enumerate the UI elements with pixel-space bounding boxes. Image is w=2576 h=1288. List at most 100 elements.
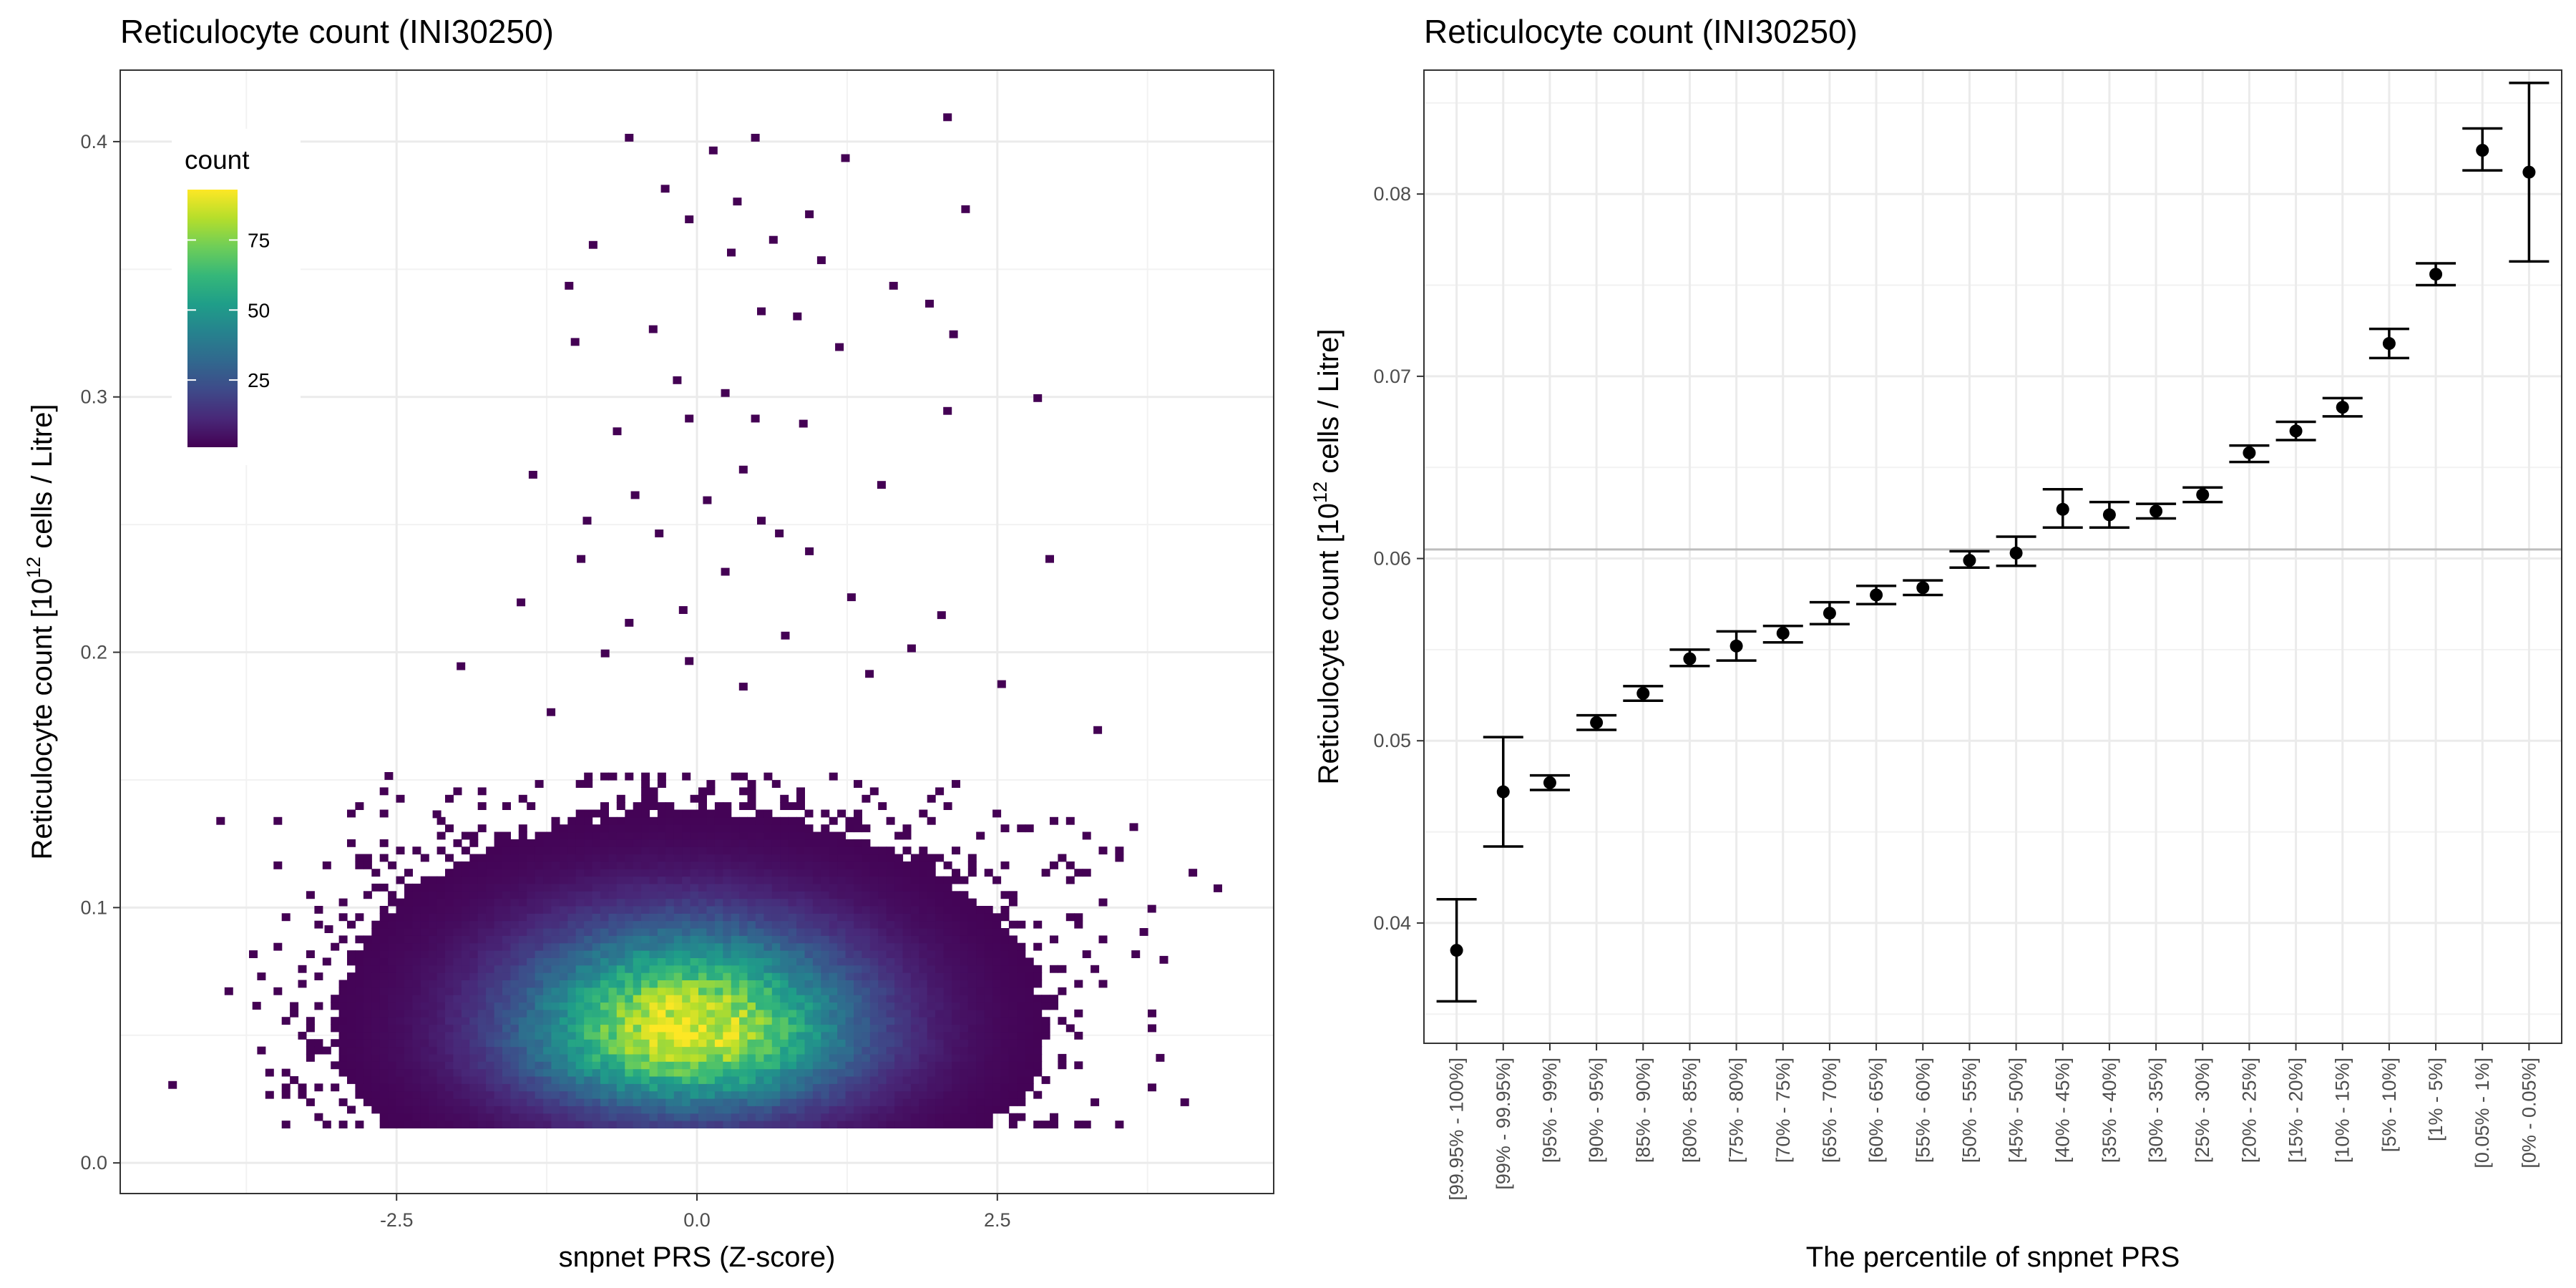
heatmap-cell [469,1113,479,1121]
heatmap-cell [984,1091,993,1099]
heatmap-cell [943,876,952,884]
heatmap-cell [690,965,699,973]
heatmap-cell [1058,1053,1067,1062]
heatmap-cell [429,1083,438,1092]
heatmap-cell [567,1068,577,1077]
heatmap-cell [363,1009,372,1018]
heatmap-cell [1148,1083,1156,1092]
heatmap-cell [821,1009,830,1018]
heatmap-cell [551,1002,560,1010]
heatmap-cell [952,1024,960,1033]
right-x-tick-label: [40% - 45%] [2052,1058,2074,1163]
right-x-tick-label: [85% - 90%] [1632,1058,1654,1163]
heatmap-cell [943,802,952,810]
heatmap-cell [535,942,544,951]
heatmap-cell [436,1098,446,1106]
heatmap-cell [682,957,691,966]
heatmap-cell [625,1076,634,1084]
heatmap-cell [420,1091,429,1099]
heatmap-cell [698,928,707,936]
heatmap-cell [837,1031,847,1040]
heatmap-cell [862,957,871,966]
heatmap-cell [771,1076,781,1084]
heatmap-cell [854,1061,862,1070]
heatmap-cell [649,898,658,907]
heatmap-cell [641,1002,650,1010]
heatmap-cell [723,831,732,840]
heatmap-cell [837,1076,847,1084]
heatmap-cell [854,891,862,899]
heatmap-cell [821,920,830,929]
heatmap-cell [706,972,716,980]
heatmap-cell [731,928,740,936]
heatmap-cell [453,891,462,899]
heatmap-cell [510,1039,519,1048]
heatmap-cell [854,809,862,818]
heatmap-cell [355,1068,364,1077]
heatmap-cell [698,1017,707,1025]
heatmap-cell [502,869,511,877]
heatmap-cell [592,1061,601,1070]
heatmap-cell [943,995,952,1003]
heatmap-cell [371,1076,381,1084]
heatmap-cell [453,987,462,995]
heatmap-cell [967,965,977,973]
heatmap-cell [967,1068,977,1077]
heatmap-cell [976,1121,985,1128]
heatmap-cell [796,839,805,847]
heatmap-cell [429,876,438,884]
heatmap-cell [543,876,552,884]
heatmap-cell [379,920,389,929]
heatmap-cell [616,913,625,922]
heatmap-cell [731,913,740,922]
heatmap-cell [445,876,454,884]
heatmap-cell [714,1039,723,1048]
heatmap-cell [919,883,928,892]
heatmap-cell [477,1039,487,1048]
heatmap-cell [657,883,666,892]
heatmap-cell [404,1083,413,1092]
heatmap-cell [894,1061,904,1070]
heatmap-cell [412,1068,421,1077]
heatmap-cell [281,913,291,922]
heatmap-cell [812,1039,821,1048]
heatmap-cell [976,1017,985,1025]
heatmap-cell [886,1053,895,1062]
heatmap-cell [804,920,814,929]
heatmap-cell [567,913,577,922]
heatmap-cell [976,1098,985,1106]
heatmap-cell [771,869,781,877]
heatmap-cell [388,913,397,922]
heatmap-cell [404,957,413,966]
heatmap-cell [363,861,372,869]
heatmap-cell [919,906,928,914]
heatmap-cell [535,987,544,995]
heatmap-cell [518,794,527,803]
heatmap-cell [731,950,740,958]
heatmap-cell [886,861,895,869]
heatmap-cell [812,1061,821,1070]
heatmap-cell [780,1091,789,1099]
heatmap-cell [396,1039,405,1048]
heatmap-cell [584,1017,593,1025]
mean-point [1636,687,1650,701]
heatmap-cell [469,987,479,995]
heatmap-cell [265,1068,274,1077]
heatmap-cell [919,987,928,995]
heatmap-cell [927,1053,936,1062]
heatmap-cell [862,883,871,892]
heatmap-cell [788,861,797,869]
heatmap-cell [1017,1024,1026,1033]
heatmap-cell [723,1076,732,1084]
heatmap-cell [919,972,928,980]
heatmap-cell [869,869,879,877]
heatmap-cell [796,957,805,966]
heatmap-cell [477,883,487,892]
heatmap-cell [657,816,666,825]
heatmap-cell [739,1113,748,1121]
heatmap-cell [429,920,438,929]
heatmap-cell [649,1002,658,1010]
heatmap-cell [625,854,634,862]
heatmap-cell [804,1017,814,1025]
heatmap-cell [412,1053,421,1062]
